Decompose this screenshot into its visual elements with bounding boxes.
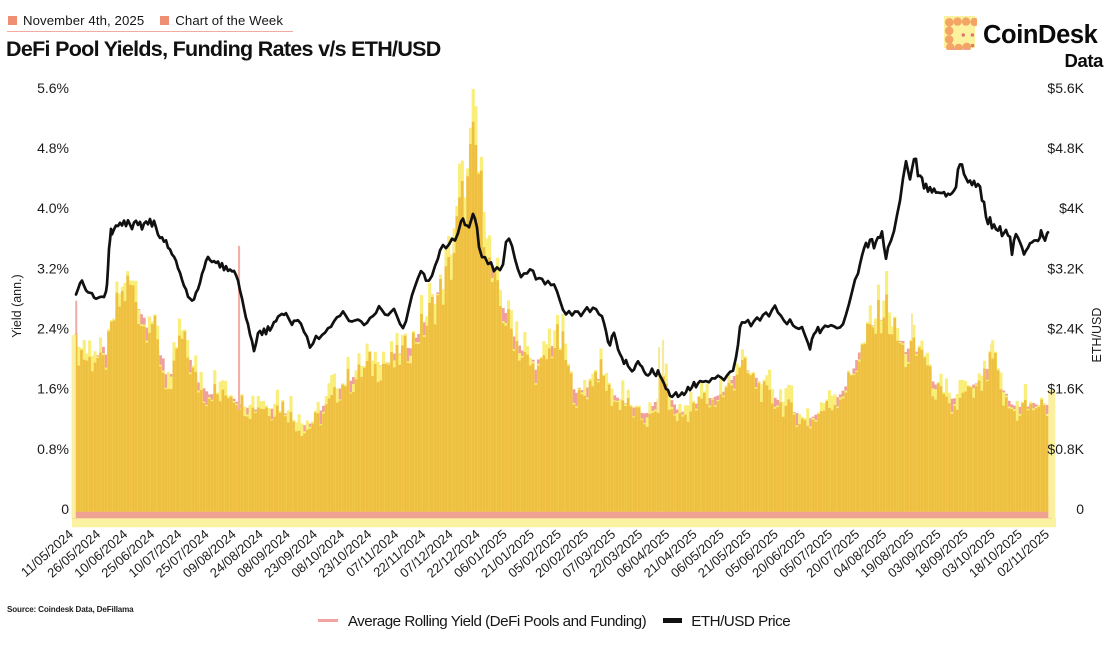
svg-text:$0.8K: $0.8K	[1047, 441, 1084, 457]
svg-text:1.6%: 1.6%	[37, 381, 69, 397]
svg-text:3.2%: 3.2%	[37, 260, 69, 276]
svg-text:2.4%: 2.4%	[37, 321, 69, 337]
svg-text:$4K: $4K	[1059, 200, 1085, 216]
svg-text:4.8%: 4.8%	[37, 140, 69, 156]
svg-text:0: 0	[61, 501, 69, 517]
svg-text:$4.8K: $4.8K	[1047, 140, 1084, 156]
svg-text:$5.6K: $5.6K	[1047, 80, 1084, 96]
svg-text:$1.6K: $1.6K	[1047, 381, 1084, 397]
svg-text:$3.2K: $3.2K	[1047, 260, 1084, 276]
svg-text:$2.4K: $2.4K	[1047, 321, 1084, 337]
svg-text:Yield (ann.): Yield (ann.)	[10, 274, 24, 337]
svg-text:5.6%: 5.6%	[37, 80, 69, 96]
svg-text:4.0%: 4.0%	[37, 200, 69, 216]
svg-text:ETH/USD: ETH/USD	[1090, 308, 1104, 363]
svg-text:0.8%: 0.8%	[37, 441, 69, 457]
svg-text:0: 0	[1076, 501, 1084, 517]
